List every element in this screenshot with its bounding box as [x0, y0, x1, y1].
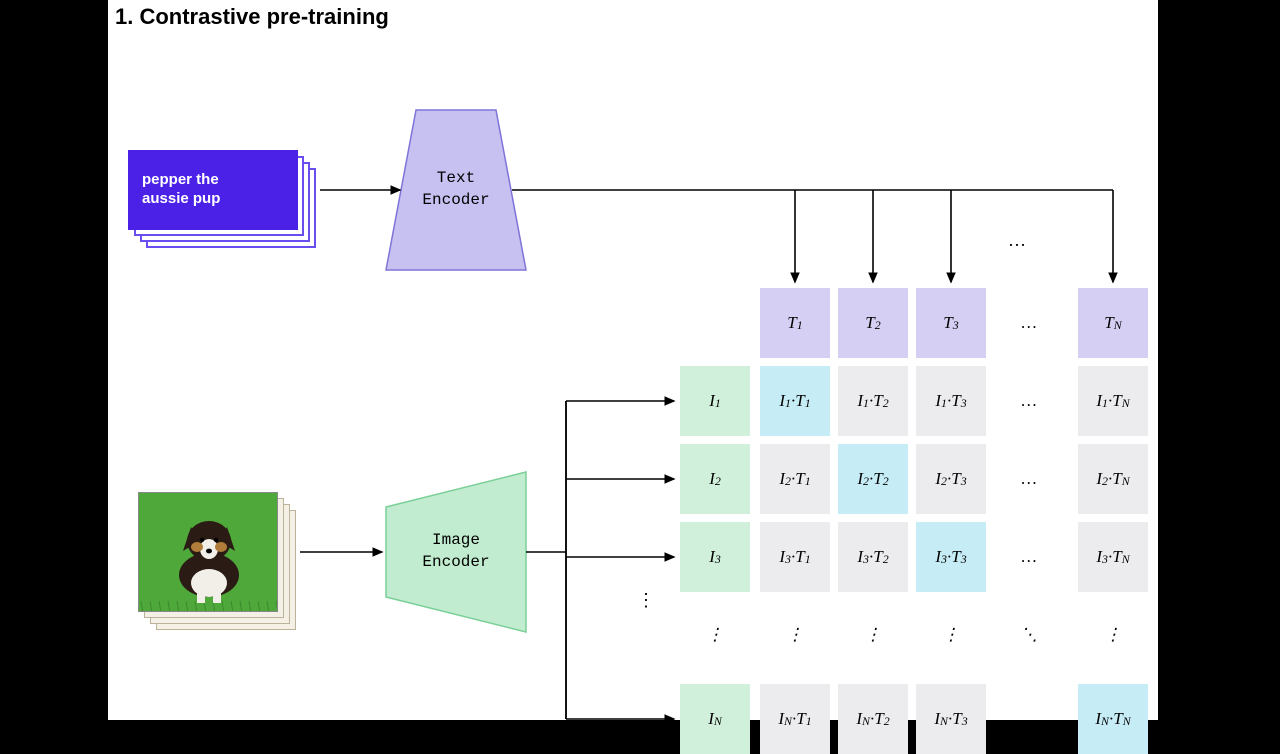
matrix-cell: IN·T1: [760, 684, 830, 754]
text-input-card: pepper theaussie pup: [128, 150, 298, 230]
i-header-cell: I3: [680, 522, 750, 592]
matrix-cell: I1·TN: [1078, 366, 1148, 436]
matrix-cell: …: [994, 684, 1064, 754]
matrix-cell: IN·T3: [916, 684, 986, 754]
matrix-cell: I3·TN: [1078, 522, 1148, 592]
matrix-cell: ⋮: [916, 600, 986, 670]
matrix-cell: ⋮: [1078, 600, 1148, 670]
t-header-cell: …: [994, 288, 1064, 358]
matrix-cell: I1·T2: [838, 366, 908, 436]
t-header-cell: T3: [916, 288, 986, 358]
matrix-cell: ⋮: [838, 600, 908, 670]
matrix-cell: I2·TN: [1078, 444, 1148, 514]
t-header-cell: TN: [1078, 288, 1148, 358]
image-input-stack: [138, 492, 296, 630]
matrix-cell: IN·T2: [838, 684, 908, 754]
i-header-cell: ⋮: [680, 600, 750, 670]
image-encoder-label: ImageEncoder: [396, 530, 516, 573]
t-header-cell: T2: [838, 288, 908, 358]
matrix-cell: I3·T1: [760, 522, 830, 592]
text-encoder-label: TextEncoder: [396, 168, 516, 211]
matrix-cell: …: [994, 444, 1064, 514]
matrix-cell: I1·T3: [916, 366, 986, 436]
matrix-diag-cell: I1·T1: [760, 366, 830, 436]
matrix-diag-cell: ⋱: [994, 600, 1064, 670]
diagram-title: 1. Contrastive pre-training: [115, 4, 389, 30]
i-header-cell: I2: [680, 444, 750, 514]
top-ellipsis: …: [1008, 230, 1026, 251]
matrix-diag-cell: I2·T2: [838, 444, 908, 514]
matrix-diag-cell: IN·TN: [1078, 684, 1148, 754]
matrix-cell: I2·T1: [760, 444, 830, 514]
matrix-cell: …: [994, 522, 1064, 592]
left-ellipsis: ⋮: [637, 590, 655, 611]
matrix-cell: ⋮: [760, 600, 830, 670]
t-header-cell: T1: [760, 288, 830, 358]
matrix-cell: I2·T3: [916, 444, 986, 514]
matrix-cell: I3·T2: [838, 522, 908, 592]
i-header-cell: IN: [680, 684, 750, 754]
diagram-canvas: 1. Contrastive pre-training pepper theau…: [108, 0, 1158, 720]
text-input-stack: pepper theaussie pup: [128, 150, 316, 248]
matrix-cell: …: [994, 366, 1064, 436]
i-header-cell: I1: [680, 366, 750, 436]
image-input-card: [138, 492, 278, 612]
matrix-diag-cell: I3·T3: [916, 522, 986, 592]
